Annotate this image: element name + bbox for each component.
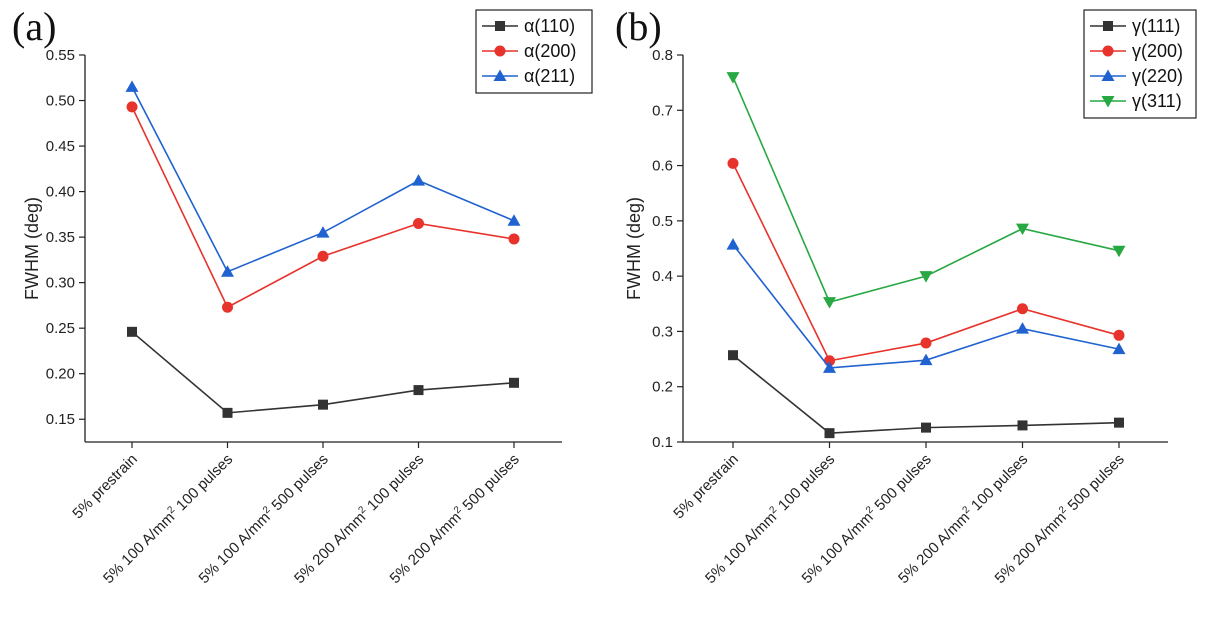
data-point xyxy=(127,326,137,337)
data-point xyxy=(823,297,836,309)
series-line xyxy=(131,106,515,309)
data-point xyxy=(1016,322,1029,334)
y-tick-label: 0.1 xyxy=(652,434,673,451)
series-line xyxy=(732,163,1120,362)
series-line xyxy=(131,86,515,273)
y-axis-title: FWHM (deg) xyxy=(624,197,644,300)
data-point xyxy=(509,377,519,388)
data-point xyxy=(921,422,931,433)
y-tick-label: 0.25 xyxy=(46,320,75,337)
legend: γ(111) γ(200) γ(220) γ(311) xyxy=(1083,9,1197,119)
series-line xyxy=(732,76,1120,304)
data-point xyxy=(919,271,933,283)
series xyxy=(727,157,1125,367)
legend-label: α(211) xyxy=(524,66,575,86)
series xyxy=(726,238,1126,373)
y-tick-label: 0.45 xyxy=(46,138,75,155)
y-tick-label: 0.5 xyxy=(652,213,673,230)
legend-label: γ(111) xyxy=(1132,16,1180,36)
data-point xyxy=(508,233,520,245)
chart-panel-a: (a) 0.15 0.20 0.25 0.30 0.35 0.40 0.45 0.50 0.55 F… xyxy=(12,4,593,587)
y-tick-label: 0.8 xyxy=(652,47,673,64)
data-point xyxy=(413,385,424,396)
series xyxy=(126,101,520,313)
legend-label: α(200) xyxy=(524,41,576,61)
data-point xyxy=(726,72,740,84)
y-tick-label: 0.30 xyxy=(46,275,75,292)
data-point xyxy=(412,174,425,186)
legend-label: γ(200) xyxy=(1132,41,1183,61)
panel-label: (a) xyxy=(12,4,56,49)
y-tick-label: 0.20 xyxy=(46,366,75,383)
y-tick-label: 0.6 xyxy=(652,158,673,175)
x-tick-label: 5% prestrain xyxy=(69,451,141,523)
data-point xyxy=(727,157,739,169)
legend-box xyxy=(1083,9,1197,119)
legend-label: γ(311) xyxy=(1132,91,1182,111)
legend-marker xyxy=(1101,96,1115,108)
legend-marker xyxy=(495,21,505,31)
data-point xyxy=(317,250,329,262)
data-point xyxy=(316,226,330,238)
data-point xyxy=(318,399,328,410)
series xyxy=(726,72,1126,309)
series-line xyxy=(732,354,1120,434)
data-point xyxy=(126,101,138,113)
x-tick-label: 5% prestrain xyxy=(670,451,742,523)
legend-marker xyxy=(493,69,507,81)
legend-marker xyxy=(494,45,506,57)
data-point xyxy=(125,80,139,92)
y-tick-label: 0.2 xyxy=(652,379,673,396)
data-point xyxy=(507,214,521,226)
y-tick-label: 0.55 xyxy=(46,47,75,64)
legend: α(110) α(200) α(211) xyxy=(475,9,593,94)
chart-panel-b: (b) 0.1 0.2 0.3 0.4 0.5 0.6 0.7 0.8 FWHM (deg) 5% … xyxy=(615,4,1197,587)
y-tick-label: 0.3 xyxy=(652,323,673,340)
data-point xyxy=(1112,342,1126,355)
series-line xyxy=(732,244,1120,369)
legend-label: γ(220) xyxy=(1132,66,1183,86)
y-tick-label: 0.4 xyxy=(652,268,673,285)
data-point xyxy=(726,238,740,250)
series xyxy=(728,350,1124,439)
series xyxy=(127,326,519,418)
data-point xyxy=(920,337,932,349)
data-point xyxy=(824,428,835,439)
legend-marker xyxy=(1103,21,1113,31)
panel-label: (b) xyxy=(615,4,662,49)
data-point xyxy=(823,361,836,373)
y-tick-label: 0.50 xyxy=(46,93,75,110)
data-point xyxy=(1114,417,1124,428)
data-point xyxy=(222,407,233,418)
data-point xyxy=(1112,245,1126,258)
y-tick-label: 0.35 xyxy=(46,229,75,246)
data-point xyxy=(1016,223,1029,236)
y-tick-label: 0.40 xyxy=(46,184,75,201)
data-point xyxy=(413,217,424,229)
legend-label: α(110) xyxy=(524,16,575,36)
y-tick-label: 0.15 xyxy=(46,411,75,428)
data-point xyxy=(728,350,738,361)
data-point xyxy=(1113,329,1125,341)
y-axis-title: FWHM (deg) xyxy=(22,197,42,300)
data-point xyxy=(919,353,933,366)
data-point xyxy=(222,301,233,313)
y-tick-label: 0.7 xyxy=(652,102,673,119)
data-point xyxy=(1017,420,1028,431)
legend-marker xyxy=(1101,69,1115,81)
data-point xyxy=(1017,303,1028,315)
legend-marker xyxy=(1102,45,1114,57)
data-point xyxy=(221,265,234,277)
series xyxy=(125,80,521,277)
